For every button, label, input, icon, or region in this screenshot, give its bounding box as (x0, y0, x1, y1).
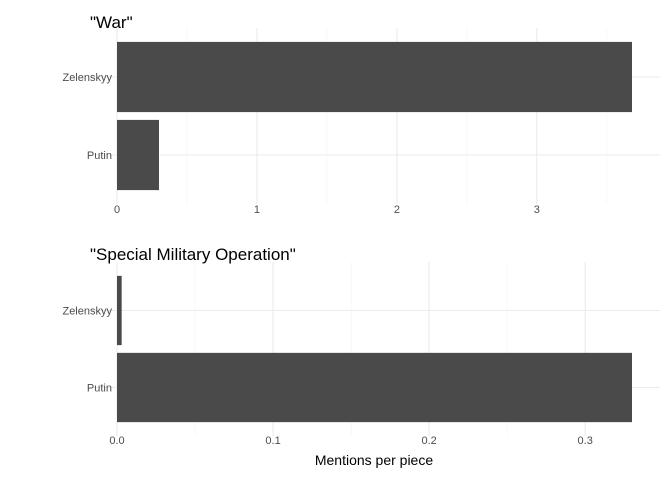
bar-putin (117, 352, 632, 423)
panel-title: "War" (90, 13, 133, 32)
x-tick-label: 0.3 (578, 435, 593, 447)
x-tick-label: 0 (114, 204, 120, 216)
bar-zelenskyy (117, 41, 632, 113)
bar-putin (117, 119, 159, 191)
bar-zelenskyy (117, 275, 122, 346)
x-tick-label: 0.0 (109, 435, 124, 447)
x-axis-title: Mentions per piece (315, 452, 434, 468)
bar-group (117, 275, 632, 423)
y-tick-label: Zelenskyy (62, 306, 112, 318)
x-tick-label: 1 (254, 204, 260, 216)
y-tick-labels: Zelenskyy Putin (62, 306, 112, 395)
x-tick-label: 3 (534, 204, 540, 216)
bar-group (117, 41, 632, 191)
y-tick-label: Putin (87, 383, 112, 395)
war-panel: "War" Zelenskyy Putin 0 1 2 3 (62, 13, 660, 216)
x-tick-label: 0.1 (265, 435, 280, 447)
y-tick-label: Zelenskyy (62, 72, 112, 84)
special-military-operation-panel: "Special Military Operation" Zelenskyy Pu… (62, 245, 660, 468)
x-tick-labels: 0.0 0.1 0.2 0.3 (109, 435, 592, 447)
x-tick-label: 2 (394, 204, 400, 216)
x-tick-label: 0.2 (421, 435, 436, 447)
x-tick-labels: 0 1 2 3 (114, 204, 540, 216)
y-tick-label: Putin (87, 150, 112, 162)
y-tick-labels: Zelenskyy Putin (62, 72, 112, 162)
panel-title: "Special Military Operation" (90, 245, 296, 264)
